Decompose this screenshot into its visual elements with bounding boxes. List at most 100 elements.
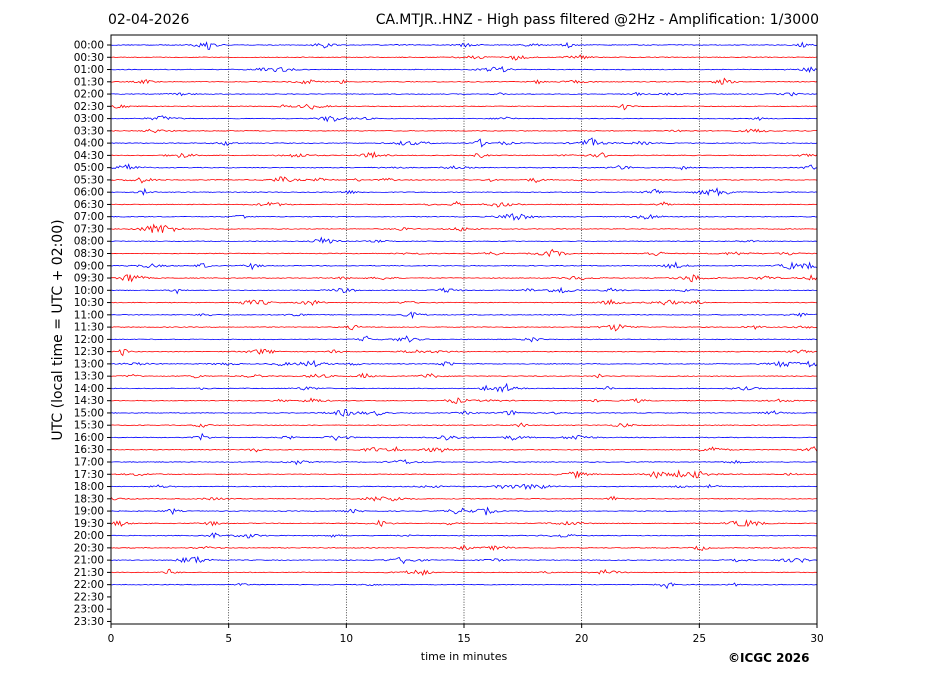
grid-lines <box>228 35 700 624</box>
seismic-trace <box>110 151 818 159</box>
y-tick-label: 19:30 <box>74 518 104 530</box>
y-tick-label: 02:30 <box>74 101 104 113</box>
seismic-trace <box>110 348 818 357</box>
y-tick-label: 09:00 <box>74 260 104 272</box>
seismic-trace <box>110 311 818 320</box>
y-ticks: 00:0000:3001:0001:3002:0002:3003:0003:30… <box>74 40 111 628</box>
seismic-trace <box>110 248 818 258</box>
x-tick-label: 15 <box>457 633 470 645</box>
y-tick-label: 13:00 <box>74 358 104 370</box>
seismic-trace <box>110 459 818 466</box>
seismic-trace <box>110 200 818 208</box>
seismic-trace <box>110 469 818 480</box>
seismic-trace <box>110 103 818 111</box>
y-tick-label: 09:30 <box>74 273 104 285</box>
seismic-trace <box>110 65 818 74</box>
seismic-trace <box>110 568 818 577</box>
seismic-trace <box>110 54 818 61</box>
y-tick-label: 22:30 <box>74 591 104 603</box>
seismic-trace <box>110 335 818 343</box>
y-tick-label: 16:30 <box>74 444 104 456</box>
y-tick-label: 11:00 <box>74 309 104 321</box>
y-tick-label: 02:00 <box>74 89 104 101</box>
seismic-trace <box>110 422 818 428</box>
seismic-trace <box>110 544 818 552</box>
y-tick-label: 07:30 <box>74 223 104 235</box>
y-tick-label: 13:30 <box>74 371 104 383</box>
y-tick-label: 06:30 <box>74 199 104 211</box>
seismic-trace <box>110 261 818 271</box>
y-tick-label: 21:00 <box>74 555 104 567</box>
y-tick-label: 05:30 <box>74 174 104 186</box>
y-tick-label: 07:00 <box>74 211 104 223</box>
x-tick-label: 5 <box>225 633 232 645</box>
seismic-trace <box>110 176 818 184</box>
copyright-notice: ©ICGC 2026 <box>728 651 810 665</box>
seismic-trace <box>110 409 818 417</box>
x-axis-label: time in minutes <box>420 650 508 663</box>
y-tick-label: 19:00 <box>74 506 104 518</box>
y-tick-label: 22:00 <box>74 579 104 591</box>
seismic-trace <box>110 519 818 528</box>
seismic-trace <box>110 213 818 222</box>
seismic-trace <box>110 128 818 134</box>
seismic-trace <box>110 187 818 197</box>
y-tick-label: 10:00 <box>74 285 104 297</box>
seismic-trace <box>110 483 818 491</box>
seismic-trace <box>110 532 818 540</box>
seismic-trace <box>110 274 818 283</box>
y-tick-label: 23:30 <box>74 616 104 628</box>
seismic-trace <box>110 397 818 404</box>
y-tick-label: 18:00 <box>74 481 104 493</box>
chart-title: CA.MTJR..HNZ - High pass filtered @2Hz -… <box>375 12 819 28</box>
y-tick-label: 20:30 <box>74 542 104 554</box>
y-tick-label: 15:30 <box>74 420 104 432</box>
y-tick-label: 08:30 <box>74 248 104 260</box>
seismic-trace <box>110 582 818 590</box>
seismic-trace <box>110 236 818 244</box>
y-tick-label: 17:00 <box>74 457 104 469</box>
y-tick-label: 14:30 <box>74 395 104 407</box>
seismic-trace <box>110 432 818 441</box>
seismic-trace <box>110 223 818 233</box>
seismic-trace <box>110 163 818 171</box>
seismic-trace <box>110 382 818 393</box>
y-tick-label: 14:00 <box>74 383 104 395</box>
seismic-trace <box>110 286 818 295</box>
y-tick-label: 12:30 <box>74 346 104 358</box>
x-tick-label: 10 <box>340 633 353 645</box>
y-tick-label: 23:00 <box>74 604 104 616</box>
y-tick-label: 03:30 <box>74 125 104 137</box>
seismic-trace <box>110 298 818 307</box>
y-tick-label: 03:00 <box>74 113 104 125</box>
seismic-trace <box>110 555 818 565</box>
y-tick-label: 10:30 <box>74 297 104 309</box>
seismic-trace <box>110 137 818 148</box>
seismic-trace <box>110 41 818 50</box>
y-tick-label: 01:30 <box>74 76 104 88</box>
y-tick-label: 06:00 <box>74 187 104 199</box>
y-tick-label: 17:30 <box>74 469 104 481</box>
seismic-trace <box>110 91 818 97</box>
y-tick-label: 04:00 <box>74 138 104 150</box>
y-tick-label: 16:00 <box>74 432 104 444</box>
y-tick-label: 01:00 <box>74 64 104 76</box>
seismic-trace <box>110 77 818 85</box>
y-tick-label: 08:00 <box>74 236 104 248</box>
y-tick-label: 05:00 <box>74 162 104 174</box>
y-tick-label: 04:30 <box>74 150 104 162</box>
seismic-trace <box>110 323 818 332</box>
y-tick-label: 11:30 <box>74 322 104 334</box>
chart-date: 02-04-2026 <box>108 12 190 28</box>
y-tick-label: 00:00 <box>74 40 104 52</box>
y-tick-label: 20:00 <box>74 530 104 542</box>
x-tick-label: 30 <box>810 633 823 645</box>
seismic-trace <box>110 495 818 502</box>
x-tick-label: 0 <box>108 633 115 645</box>
x-tick-label: 20 <box>575 633 588 645</box>
seismic-trace <box>110 506 818 516</box>
x-ticks: 0 5 10 15 20 25 30 <box>108 624 824 645</box>
trace-group <box>110 41 818 590</box>
seismic-trace <box>110 372 818 379</box>
